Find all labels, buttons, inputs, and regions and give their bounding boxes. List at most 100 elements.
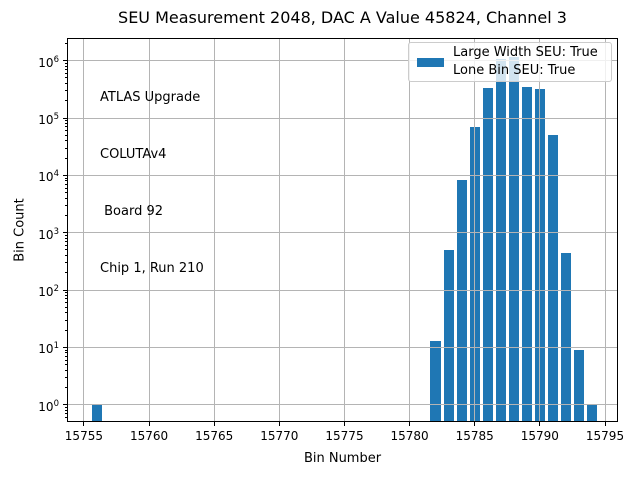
bar-bin-15792 bbox=[560, 253, 572, 422]
y-tick-label-1e6: 106 bbox=[38, 54, 59, 70]
bar-bin-15786 bbox=[482, 88, 493, 422]
x-tick-15755 bbox=[83, 422, 85, 426]
y-minor-tick bbox=[64, 272, 67, 274]
y-tick-label-1e4: 104 bbox=[38, 169, 59, 185]
grid-line-y-1e1 bbox=[67, 346, 618, 348]
grid-line-x-15765 bbox=[213, 38, 215, 422]
grid-line-x-15795 bbox=[604, 38, 606, 422]
y-minor-tick bbox=[64, 355, 67, 357]
x-tick-label-15765: 15765 bbox=[195, 429, 234, 443]
y-minor-tick bbox=[64, 319, 67, 321]
grid-line-x-15755 bbox=[83, 38, 85, 422]
y-minor-tick bbox=[64, 329, 67, 331]
x-tick-label-15785: 15785 bbox=[455, 429, 494, 443]
y-tick-1e2 bbox=[63, 289, 67, 291]
grid-line-y-1e0 bbox=[67, 404, 618, 406]
annotation-line-4: Chip 1, Run 210 bbox=[100, 261, 204, 276]
y-minor-tick bbox=[64, 82, 67, 84]
bar-bin-15791 bbox=[547, 135, 559, 422]
x-tick-label-15795: 15795 bbox=[585, 429, 625, 443]
y-minor-tick bbox=[64, 302, 67, 304]
y-minor-tick bbox=[64, 295, 67, 297]
y-minor-tick bbox=[64, 140, 67, 142]
y-minor-tick bbox=[64, 292, 67, 294]
grid-line-x-15790 bbox=[539, 38, 541, 422]
annotation-line-1: ATLAS Upgrade bbox=[100, 90, 201, 105]
y-minor-tick bbox=[64, 237, 67, 239]
y-minor-tick bbox=[64, 134, 67, 136]
y-tick-label-1e2: 102 bbox=[38, 284, 59, 299]
y-minor-tick bbox=[64, 130, 67, 132]
grid-layer bbox=[67, 38, 618, 422]
x-tick-label-15770: 15770 bbox=[260, 429, 299, 443]
x-tick-label-15775: 15775 bbox=[325, 429, 364, 443]
x-tick-15790 bbox=[539, 422, 541, 426]
y-tick-1e3 bbox=[63, 232, 67, 234]
x-tick-label-15755: 15755 bbox=[64, 429, 103, 443]
bar-bin-15756 bbox=[91, 404, 103, 422]
y-minor-tick bbox=[64, 177, 67, 179]
legend: Large Width SEU: True Lone Bin SEU: True bbox=[408, 42, 612, 82]
bar-bin-15788 bbox=[508, 57, 519, 422]
x-tick-label-15760: 15760 bbox=[130, 429, 169, 443]
y-tick-label-1e5: 105 bbox=[38, 112, 59, 127]
bar-bin-15793 bbox=[573, 350, 585, 422]
y-minor-tick bbox=[64, 183, 67, 185]
y-tick-1e5 bbox=[63, 117, 67, 119]
y-minor-tick bbox=[64, 387, 67, 388]
bar-bin-15794 bbox=[586, 404, 598, 422]
y-minor-tick bbox=[64, 62, 67, 64]
plot-area: ATLAS Upgrade COLUTAv4 Board 92 Chip 1, … bbox=[67, 38, 618, 422]
y-minor-tick bbox=[64, 352, 67, 354]
y-minor-tick bbox=[64, 77, 67, 79]
y-minor-tick bbox=[64, 120, 67, 122]
bar-bin-15789 bbox=[521, 86, 532, 422]
y-minor-tick bbox=[64, 180, 67, 182]
y-minor-tick bbox=[64, 100, 67, 102]
y-minor-tick bbox=[64, 244, 67, 246]
y-minor-tick bbox=[64, 197, 67, 199]
y-minor-tick bbox=[64, 376, 67, 378]
grid-line-x-15770 bbox=[278, 38, 280, 422]
grid-line-y-1e2 bbox=[67, 289, 618, 291]
legend-swatch bbox=[417, 57, 444, 67]
y-minor-tick bbox=[64, 298, 67, 300]
grid-line-y-1e6 bbox=[67, 60, 618, 62]
y-minor-tick bbox=[64, 123, 67, 124]
bar-bin-15782 bbox=[430, 340, 441, 422]
x-tick-15760 bbox=[148, 422, 150, 426]
y-minor-tick bbox=[64, 406, 67, 408]
annotation-text: ATLAS Upgrade COLUTAv4 Board 92 Chip 1, … bbox=[100, 50, 204, 316]
y-minor-tick bbox=[64, 187, 67, 189]
y-minor-tick bbox=[64, 157, 67, 159]
bar-bin-15783 bbox=[443, 249, 454, 422]
grid-line-x-15775 bbox=[344, 38, 345, 422]
y-minor-tick bbox=[64, 409, 67, 411]
y-minor-tick bbox=[64, 306, 67, 308]
y-tick-1e4 bbox=[63, 174, 67, 176]
x-tick-15775 bbox=[344, 422, 345, 426]
bar-bin-15784 bbox=[456, 180, 467, 422]
y-minor-tick bbox=[64, 359, 67, 361]
y-tick-label-1e0: 100 bbox=[38, 398, 59, 414]
y-minor-tick bbox=[64, 204, 67, 206]
y-minor-tick bbox=[64, 126, 67, 128]
y-tick-1e0 bbox=[63, 404, 67, 406]
x-tick-15770 bbox=[278, 422, 280, 426]
y-minor-tick bbox=[64, 214, 67, 216]
legend-label: Large Width SEU: True Lone Bin SEU: True bbox=[453, 44, 598, 80]
y-minor-tick bbox=[64, 255, 67, 256]
chart-title: SEU Measurement 2048, DAC A Value 45824,… bbox=[118, 8, 567, 27]
grid-line-y-1e3 bbox=[67, 232, 618, 234]
y-minor-tick bbox=[64, 413, 67, 415]
y-tick-1e6 bbox=[63, 60, 67, 62]
y-minor-tick bbox=[64, 42, 67, 44]
x-tick-15785 bbox=[474, 422, 476, 426]
y-minor-tick bbox=[64, 249, 67, 251]
y-minor-tick bbox=[64, 312, 67, 314]
x-tick-label-15790: 15790 bbox=[520, 429, 559, 443]
x-tick-label-15780: 15780 bbox=[390, 429, 429, 443]
y-minor-tick bbox=[64, 192, 67, 194]
x-axis-label: Bin Number bbox=[303, 451, 382, 466]
